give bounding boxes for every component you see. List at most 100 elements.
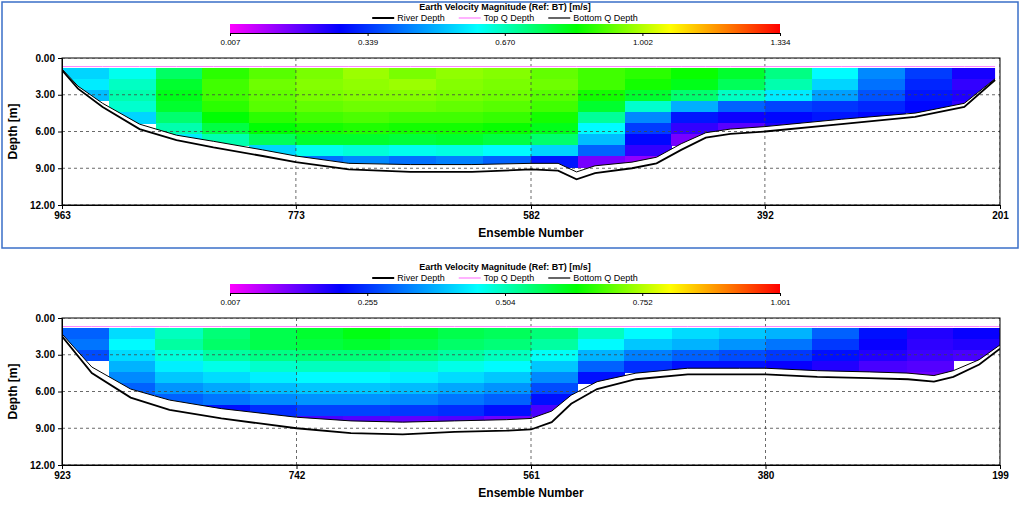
velocity-cell [202, 68, 249, 80]
legend-item: Bottom Q Depth [548, 13, 638, 23]
velocity-cell [296, 79, 343, 91]
velocity-cell [249, 90, 296, 102]
velocity-cell [483, 101, 532, 113]
x-tick: 582 [523, 205, 540, 221]
velocity-cell [625, 145, 672, 157]
y-tick-mark [58, 168, 62, 169]
y-tick-mark [58, 205, 62, 206]
velocity-cell [766, 350, 813, 362]
velocity-cell [718, 68, 765, 80]
y-tick-mark [58, 355, 62, 356]
velocity-cell [343, 145, 390, 157]
velocity-cell [343, 101, 390, 113]
grid [62, 58, 1000, 205]
y-axis: 0.003.006.009.0012.00 [30, 53, 63, 211]
velocity-cell [905, 68, 952, 80]
velocity-cell [578, 156, 625, 168]
colorbar-tick-label: 0.670 [495, 38, 516, 47]
legend: River DepthTop Q DepthBottom Q Depth [372, 13, 638, 23]
velocity-cell [812, 79, 859, 91]
colorbar-tick-mark [367, 293, 368, 296]
velocity-cell [109, 112, 156, 124]
velocity-cell [765, 68, 812, 80]
velocity-cell [671, 123, 718, 135]
velocity-cell [531, 383, 578, 395]
depth-line [62, 69, 995, 172]
velocity-cell [625, 134, 672, 146]
x-tick: 742 [289, 465, 306, 481]
velocity-cell [718, 112, 765, 124]
x-tick-label: 773 [288, 210, 305, 221]
velocity-cell [343, 328, 390, 340]
velocity-cell [389, 101, 436, 113]
velocity-cell [483, 112, 532, 124]
velocity-cell [249, 112, 296, 124]
velocity-cell [109, 339, 156, 351]
velocity-cell [483, 68, 532, 80]
color-bar [230, 24, 780, 33]
y-tick-mark [58, 58, 62, 59]
velocity-cell [484, 361, 531, 373]
legend-item: River Depth [372, 273, 445, 283]
velocity-cell [624, 339, 673, 351]
y-axis-line [62, 319, 63, 466]
grid-line-x [62, 318, 63, 465]
velocity-cell [812, 339, 859, 351]
x-tick-mark [766, 465, 767, 469]
velocity-cell [718, 79, 765, 91]
x-tick-mark [1000, 465, 1001, 469]
velocity-cell [578, 350, 625, 362]
velocity-cell [390, 350, 439, 362]
velocity-cell [531, 372, 578, 384]
x-tick: 773 [288, 205, 305, 221]
depth-line [62, 336, 1000, 434]
velocity-cell [436, 134, 483, 146]
y-tick-mark [58, 428, 62, 429]
y-tick-label: 12.00 [30, 460, 55, 471]
velocity-cell [483, 79, 532, 91]
velocity-cell [484, 328, 531, 340]
colorbar-tick-mark [642, 33, 643, 36]
velocity-cell [578, 339, 625, 351]
velocity-cell [390, 339, 439, 351]
velocity-cell [296, 112, 343, 124]
velocity-cell [390, 372, 439, 384]
velocity-cell [671, 79, 718, 91]
velocity-cell [343, 134, 390, 146]
velocity-cell [109, 328, 156, 340]
velocity-cell [389, 90, 436, 102]
velocity-cell [438, 350, 485, 362]
velocity-cell [671, 90, 718, 102]
velocity-cell [109, 350, 156, 362]
y-tick-label: 6.00 [36, 126, 56, 137]
velocity-cell [672, 350, 719, 362]
y-tick-mark [58, 132, 62, 133]
colorbar-tick-label: 1.002 [633, 38, 654, 47]
velocity-cell [389, 112, 436, 124]
velocity-cell [531, 90, 578, 102]
y-tick-label: 6.00 [36, 386, 56, 397]
legend-label: Top Q Depth [484, 13, 535, 23]
velocity-cell [343, 405, 390, 417]
velocity-cell [155, 350, 204, 362]
velocity-cell [343, 79, 390, 91]
velocity-cell [155, 328, 204, 340]
depth-line [62, 326, 1000, 327]
legend-item: Top Q Depth [459, 13, 535, 23]
legend-label: Bottom Q Depth [573, 273, 638, 283]
colorbar-tick: 0.007 [220, 33, 241, 47]
x-tick-mark [1000, 205, 1001, 209]
velocity-cell [109, 361, 156, 373]
velocity-cell [531, 339, 578, 351]
velocity-cell [296, 134, 343, 146]
velocity-cell [297, 394, 344, 406]
y-tick-label: 3.00 [36, 349, 56, 360]
y-tick: 6.00 [36, 126, 62, 137]
velocity-cell [155, 394, 204, 406]
velocity-cell [438, 372, 485, 384]
velocity-cell [531, 156, 578, 168]
x-tick-mark [765, 205, 766, 209]
plot-area [62, 58, 1000, 205]
velocity-cell [389, 68, 436, 80]
velocity-cell [765, 79, 812, 91]
